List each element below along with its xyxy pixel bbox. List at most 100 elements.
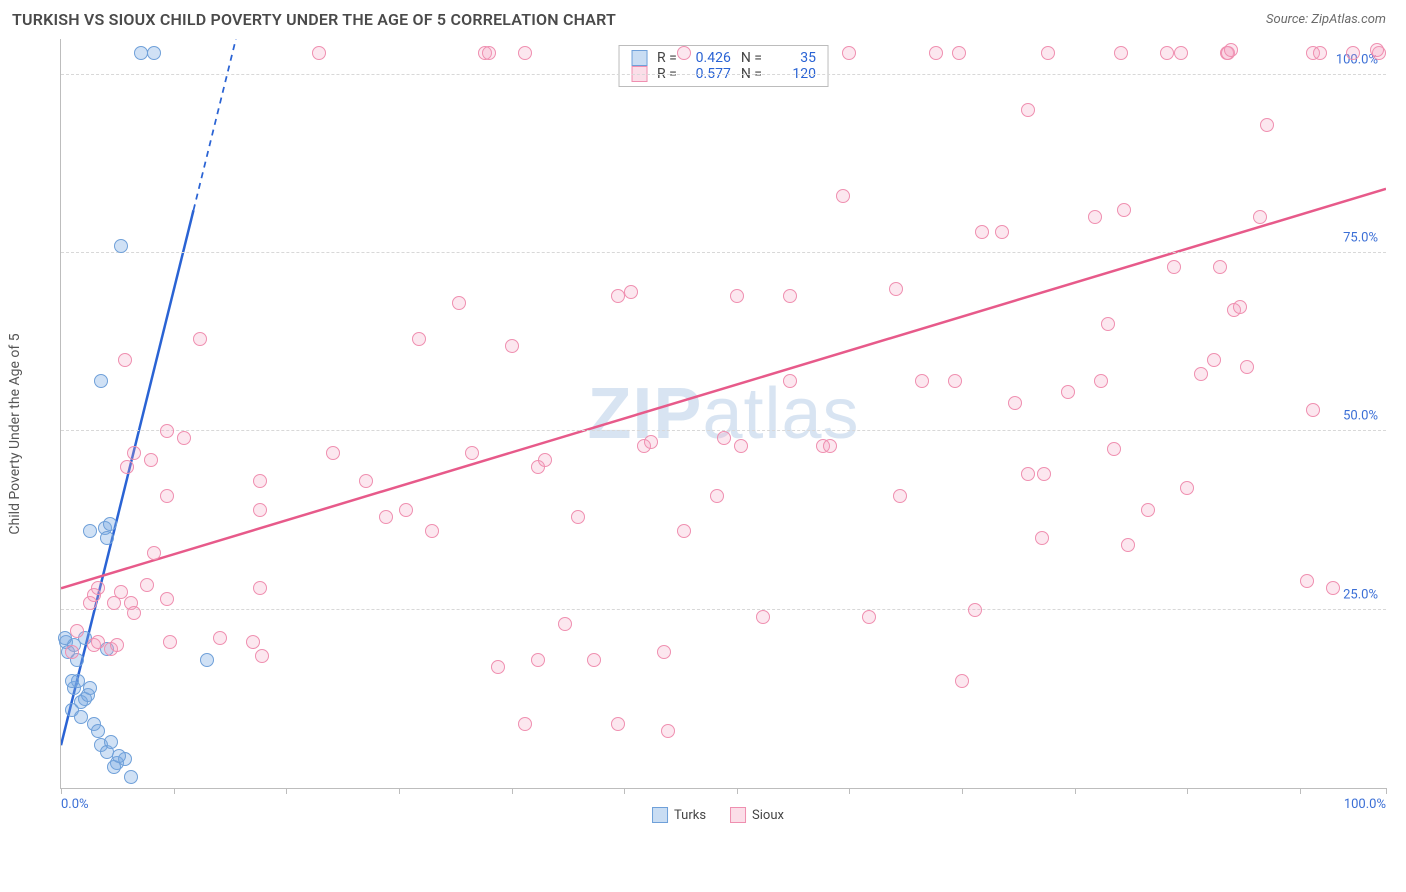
x-tick — [286, 788, 287, 794]
scatter-marker — [710, 489, 724, 503]
scatter-marker — [83, 681, 97, 695]
scatter-marker — [1313, 46, 1327, 60]
scatter-marker — [110, 638, 124, 652]
x-tick — [737, 788, 738, 794]
gridline-h — [61, 74, 1386, 75]
swatch-icon — [730, 807, 746, 823]
scatter-marker — [889, 282, 903, 296]
scatter-marker — [144, 453, 158, 467]
scatter-marker — [312, 46, 326, 60]
y-tick-label: 50.0% — [1343, 409, 1378, 424]
scatter-marker — [823, 439, 837, 453]
scatter-marker — [783, 374, 797, 388]
stats-row-turks: R = 0.426 N = 35 — [631, 50, 816, 66]
scatter-marker — [147, 46, 161, 60]
scatter-marker — [1213, 260, 1227, 274]
scatter-marker — [160, 489, 174, 503]
swatch-icon — [631, 50, 647, 66]
y-axis-label: Child Poverty Under the Age of 5 — [7, 333, 23, 534]
x-tick — [1386, 788, 1387, 794]
scatter-marker — [730, 289, 744, 303]
scatter-marker — [1180, 481, 1194, 495]
swatch-icon — [652, 807, 668, 823]
scatter-marker — [1326, 581, 1340, 595]
scatter-marker — [177, 431, 191, 445]
trendlines-svg — [61, 39, 1386, 788]
scatter-marker — [193, 332, 207, 346]
scatter-marker — [74, 710, 88, 724]
scatter-marker — [677, 524, 691, 538]
scatter-marker — [1008, 396, 1022, 410]
scatter-marker — [124, 770, 138, 784]
scatter-marker — [1240, 360, 1254, 374]
scatter-marker — [1117, 203, 1131, 217]
scatter-marker — [1094, 374, 1108, 388]
chart-title: TURKISH VS SIOUX CHILD POVERTY UNDER THE… — [12, 10, 616, 29]
scatter-marker — [127, 446, 141, 460]
scatter-marker — [1253, 210, 1267, 224]
scatter-marker — [83, 524, 97, 538]
scatter-marker — [399, 503, 413, 517]
scatter-marker — [91, 581, 105, 595]
source-attribution: Source: ZipAtlas.com — [1266, 12, 1386, 27]
scatter-marker — [112, 749, 126, 763]
scatter-marker — [783, 289, 797, 303]
scatter-marker — [1167, 260, 1181, 274]
correlation-stats-box: R = 0.426 N = 35 R = 0.577 N = 120 — [618, 45, 829, 87]
scatter-marker — [952, 46, 966, 60]
scatter-marker — [91, 635, 105, 649]
scatter-marker — [65, 674, 79, 688]
scatter-marker — [1114, 46, 1128, 60]
scatter-marker — [677, 46, 691, 60]
scatter-marker — [100, 531, 114, 545]
scatter-marker — [160, 424, 174, 438]
scatter-marker — [915, 374, 929, 388]
scatter-marker — [412, 332, 426, 346]
scatter-marker — [717, 431, 731, 445]
scatter-marker — [1174, 46, 1188, 60]
scatter-marker — [1061, 385, 1075, 399]
gridline-h — [61, 609, 1386, 610]
scatter-marker — [160, 592, 174, 606]
scatter-marker — [1107, 442, 1121, 456]
x-tick — [1300, 788, 1301, 794]
scatter-marker — [661, 724, 675, 738]
scatter-marker — [657, 645, 671, 659]
legend-item-turks: Turks — [652, 807, 706, 823]
scatter-marker — [1300, 574, 1314, 588]
scatter-marker — [862, 610, 876, 624]
y-tick-label: 75.0% — [1343, 231, 1378, 246]
scatter-marker — [379, 510, 393, 524]
scatter-marker — [1141, 503, 1155, 517]
scatter-marker — [70, 624, 84, 638]
scatter-marker — [836, 189, 850, 203]
scatter-marker — [163, 635, 177, 649]
scatter-marker — [1037, 467, 1051, 481]
x-tick — [624, 788, 625, 794]
x-tick-label: 100.0% — [1344, 797, 1386, 812]
legend-item-sioux: Sioux — [730, 807, 784, 823]
scatter-marker — [1101, 317, 1115, 331]
scatter-marker — [1207, 353, 1221, 367]
scatter-marker — [518, 46, 532, 60]
scatter-marker — [995, 225, 1009, 239]
scatter-marker — [246, 635, 260, 649]
scatter-marker — [624, 285, 638, 299]
scatter-marker — [734, 439, 748, 453]
x-tick — [61, 788, 62, 794]
scatter-marker — [253, 581, 267, 595]
scatter-marker — [1306, 403, 1320, 417]
gridline-h — [61, 252, 1386, 253]
scatter-marker — [253, 503, 267, 517]
scatter-marker — [571, 510, 585, 524]
scatter-marker — [253, 474, 267, 488]
scatter-marker — [842, 46, 856, 60]
chart-container: Child Poverty Under the Age of 5 ZIPatla… — [50, 39, 1386, 829]
x-tick — [1187, 788, 1188, 794]
scatter-marker — [326, 446, 340, 460]
scatter-marker — [587, 653, 601, 667]
scatter-marker — [929, 46, 943, 60]
scatter-marker — [1233, 300, 1247, 314]
scatter-marker — [505, 339, 519, 353]
y-tick-label: 25.0% — [1343, 587, 1378, 602]
